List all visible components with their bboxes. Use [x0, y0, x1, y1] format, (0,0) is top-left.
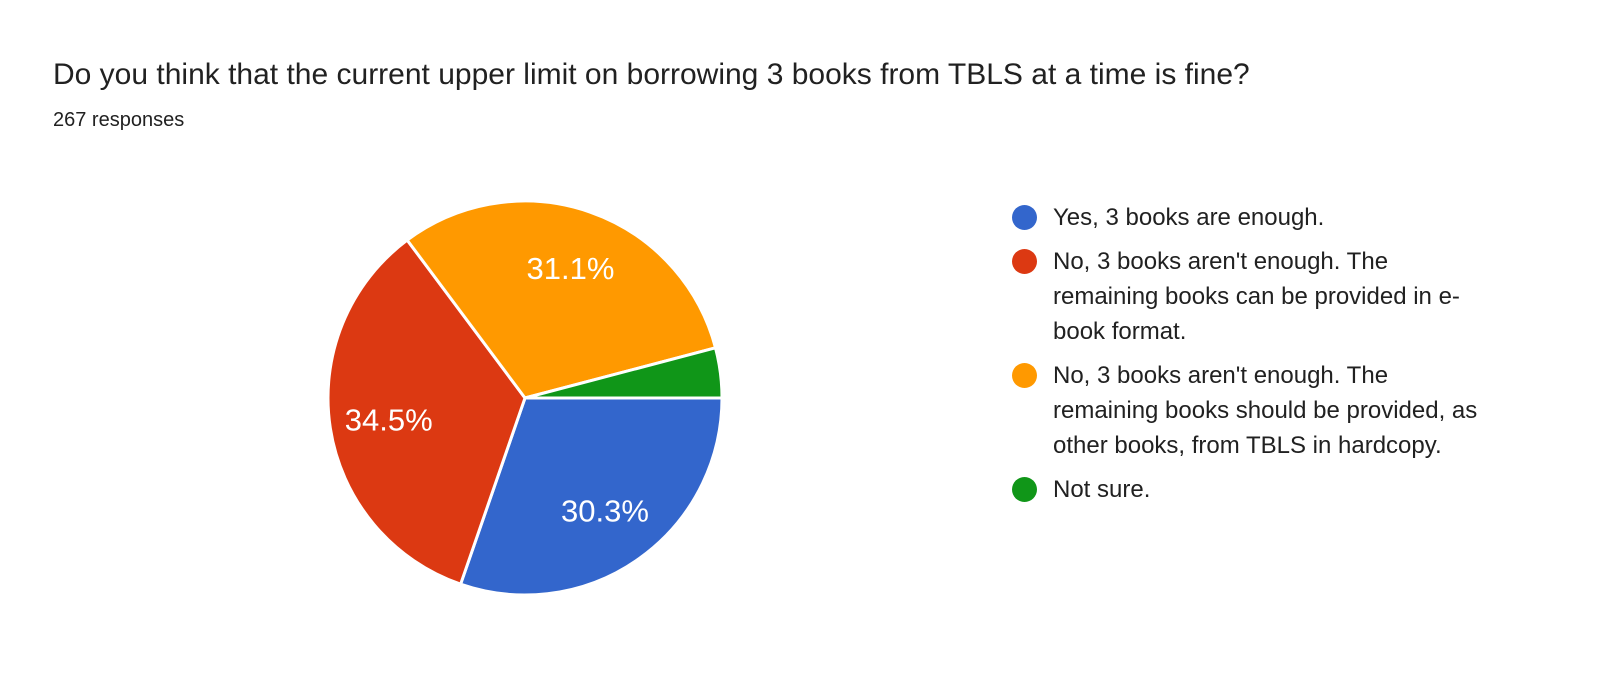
legend-item-yes-enough: Yes, 3 books are enough. [1012, 200, 1512, 235]
chart-legend: Yes, 3 books are enough. No, 3 books aren… [1012, 200, 1512, 516]
pie-label-yes-enough: 30.3% [561, 493, 649, 528]
legend-label-no-ebook: No, 3 books aren't enough. The remaining… [1053, 248, 1460, 345]
legend-item-no-ebook: No, 3 books aren't enough. The remaining… [1012, 244, 1512, 349]
pie-label-no-hardcopy: 31.1% [527, 251, 615, 286]
pie-slice-not-sure[interactable] [523, 346, 724, 400]
legend-dot-yes-enough [1012, 205, 1037, 230]
pie-chart: 30.3% 34.5% 31.1% [326, 199, 724, 597]
question-title: Do you think that the current upper limi… [53, 58, 1250, 91]
pie-label-no-ebook: 34.5% [345, 402, 433, 437]
legend-dot-no-ebook [1012, 249, 1037, 274]
legend-label-not-sure: Not sure. [1053, 476, 1151, 503]
pie-slice-yes-enough[interactable] [459, 396, 724, 597]
legend-dot-no-hardcopy [1012, 363, 1037, 388]
legend-label-yes-enough: Yes, 3 books are enough. [1053, 204, 1325, 231]
legend-item-not-sure: Not sure. [1012, 472, 1512, 507]
legend-item-no-hardcopy: No, 3 books aren't enough. The remaining… [1012, 358, 1512, 463]
legend-label-no-hardcopy: No, 3 books aren't enough. The remaining… [1053, 362, 1478, 459]
pie-slice-no-hardcopy[interactable] [405, 199, 717, 400]
legend-dot-not-sure [1012, 477, 1037, 502]
pie-slice-no-ebook[interactable] [326, 238, 527, 586]
responses-count: 267 responses [53, 109, 185, 131]
